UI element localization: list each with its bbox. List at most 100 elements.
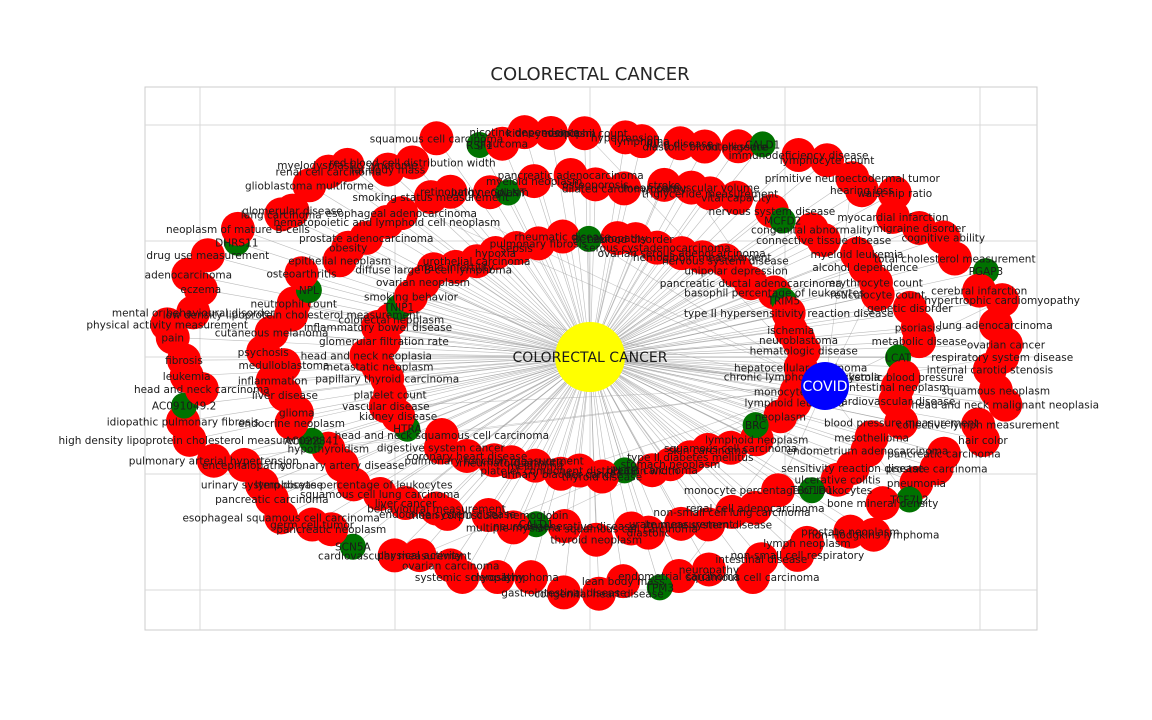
- disease-node-physical-activity: [402, 538, 437, 573]
- node-label: rheumatoid arthritis: [459, 457, 564, 469]
- node-label: drug use measurement: [146, 250, 269, 262]
- disease-node-thyroid-neoplasm: [579, 522, 614, 557]
- hub-node: [555, 322, 625, 392]
- disease-node-cardiovascular-disease: [878, 383, 913, 418]
- network-edge: [284, 356, 591, 396]
- node-label: coronary heart disease: [407, 451, 528, 463]
- gene-node-brc: [742, 412, 769, 439]
- disease-node-eosinophil-count: [567, 116, 602, 151]
- node-label: lung carcinoma: [241, 209, 322, 221]
- node-label: urinary bladder cancer: [501, 469, 621, 481]
- node-label: non-Hodgkins lymphoma: [808, 530, 939, 542]
- network-edge: [430, 196, 591, 358]
- node-label: renal cell carcinoma: [276, 167, 382, 179]
- network-edge: [339, 260, 591, 358]
- network-edge: [291, 356, 591, 424]
- disease-node-coronary-heart-disease: [449, 438, 484, 473]
- gene-node-rsf1: [466, 131, 493, 158]
- node-label: nervous system disease: [709, 206, 836, 218]
- node-label: lymphocyte percentage of leukocytes: [255, 479, 453, 491]
- node-label: HTRA: [393, 424, 422, 436]
- node-label: SCN5A: [335, 542, 372, 554]
- gene-node-galnt: [495, 179, 522, 206]
- network-edge: [589, 356, 872, 438]
- node-label: genetic disorder: [867, 303, 953, 315]
- node-label: kidney neoplasm: [506, 128, 596, 140]
- node-label: lymphoid neoplasm: [705, 434, 808, 446]
- node-label: type II diabetes mellitus: [627, 452, 754, 464]
- network-edge: [272, 356, 591, 382]
- network-edge: [589, 356, 868, 451]
- gene-node-mcfd2: [769, 207, 796, 234]
- node-label: diffuse large B-cell lymphoma: [355, 264, 512, 276]
- node-label: reticulocyte count: [830, 289, 925, 301]
- node-label: myeloid neoplasm: [486, 176, 582, 188]
- gene-node-scn5a: [339, 533, 366, 560]
- disease-node-red-blood-cell-distribution-width: [395, 145, 430, 180]
- disease-node-neoplasm: [763, 399, 798, 434]
- gene-node-tbc1d1: [798, 477, 825, 504]
- node-label: TNIP1: [383, 302, 414, 314]
- network-edge: [308, 289, 591, 358]
- disease-node-pulmonary-function-measurement: [477, 443, 512, 478]
- node-label: stomach neoplasm: [621, 459, 721, 471]
- node-label: systolic blood pressure: [843, 372, 963, 384]
- node-label: metastatic neoplasm: [323, 361, 434, 373]
- disease-node-ulcerative-colitis: [820, 462, 855, 497]
- disease-node-myeloid-neoplasm: [517, 164, 552, 199]
- disease-node-bone-mineral-density: [865, 486, 900, 521]
- node-label: head and neck neoplasia: [301, 350, 432, 362]
- node-label: pancreatic carcinoma: [215, 494, 328, 506]
- node-label: breast carcinoma: [606, 465, 697, 477]
- node-label: hypoxia: [475, 248, 516, 260]
- node-label: smoking behavior: [364, 291, 459, 303]
- disease-node-vital-capacity: [719, 180, 754, 215]
- disease-node-diastolic-blood-pressure: [687, 129, 722, 164]
- node-label: hemoglobin measurement: [633, 252, 772, 264]
- node-label: lymphoma: [503, 572, 559, 584]
- network-edge: [385, 385, 826, 407]
- node-label: high density lipoprotein cholesterol mea…: [59, 435, 321, 447]
- disease-node-neurodegenerative-disease: [547, 508, 582, 543]
- network-edge: [589, 356, 733, 513]
- node-label: PGAP3: [969, 266, 1004, 278]
- network-edge: [450, 191, 591, 358]
- node-label: mental or behavioural disorder: [112, 307, 275, 319]
- node-label: metabolic disease: [872, 336, 967, 348]
- disease-node-lymphocyte-count: [810, 143, 845, 178]
- network-edge: [447, 356, 591, 515]
- node-label: hypothyroidism: [287, 444, 369, 456]
- node-label: dilated cardiomyopathy: [562, 183, 687, 195]
- disease-node-drug-use-measurement: [190, 238, 225, 273]
- node-label: intelligence: [708, 141, 769, 153]
- node-label: total cholesterol measurement: [874, 254, 1036, 266]
- node-label: NPL: [299, 285, 319, 297]
- node-label: neuropathy: [587, 233, 647, 245]
- node-label: glioblastoma multiforme: [245, 180, 374, 192]
- network-edge: [401, 212, 591, 358]
- node-label: male infertility: [417, 262, 494, 274]
- node-label: pancreatic carcinoma: [887, 449, 1000, 461]
- node-label: idiopathic pulmonary fibrosis: [107, 417, 259, 429]
- node-label: pancreatic adenocarcinoma: [498, 170, 644, 182]
- node-label: inflammation: [238, 376, 308, 388]
- disease-node-metabolic-disease: [902, 324, 937, 359]
- node-label: squamous neoplasm: [942, 385, 1051, 397]
- node-label: behavioural measurement: [367, 504, 506, 516]
- disease-node-squamous-cell-lung-carcinoma: [362, 476, 397, 511]
- network-edge: [589, 197, 737, 358]
- node-label: platelet count: [354, 390, 427, 402]
- network-edge: [301, 272, 591, 358]
- node-label: basophil percentage of leukocytes: [684, 287, 864, 299]
- node-label: platelet component distribution width: [480, 466, 678, 478]
- node-label: lung adenocarcinoma: [939, 320, 1053, 332]
- node-label: cardiovascular disease: [836, 396, 956, 408]
- node-label: fat body mass: [351, 165, 426, 177]
- gene-node-bcl2l: [575, 225, 602, 252]
- disease-node-kidney-neoplasm: [533, 116, 568, 151]
- node-label: mean corpuscular hemoglobin: [409, 510, 569, 522]
- network-edge: [589, 340, 920, 358]
- disease-node-encephalopathy: [227, 447, 262, 482]
